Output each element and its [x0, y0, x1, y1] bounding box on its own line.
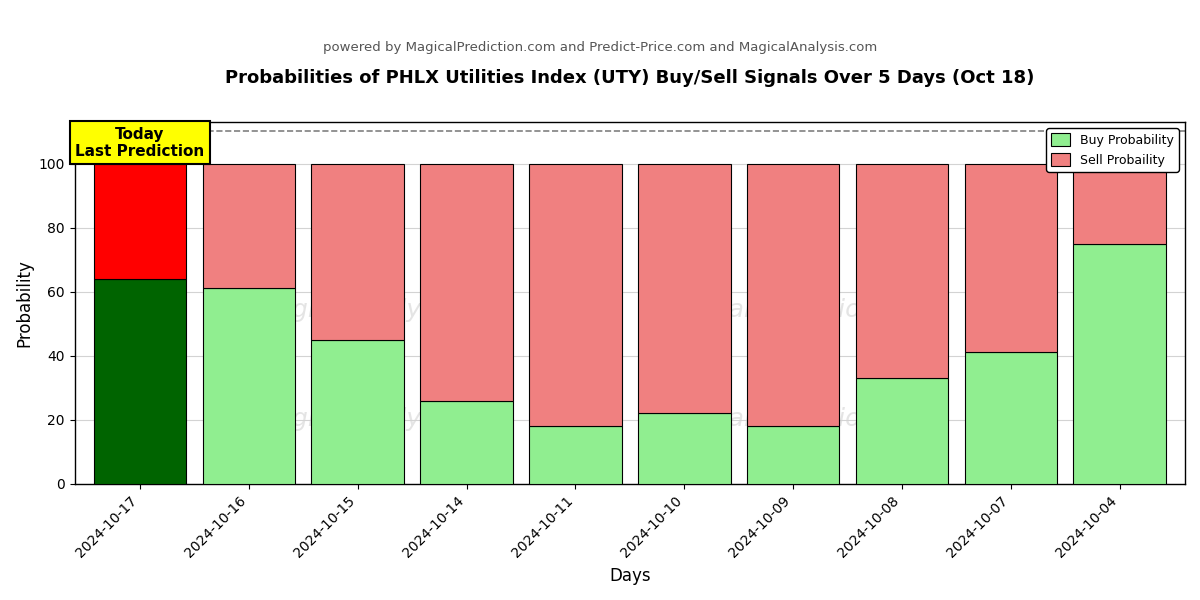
Bar [203, 164, 295, 289]
Bar [1074, 244, 1166, 484]
Bar [529, 426, 622, 484]
X-axis label: Days: Days [610, 567, 650, 585]
Text: MagicalAnalysis.com: MagicalAnalysis.com [256, 407, 516, 431]
Bar [638, 413, 731, 484]
Legend: Buy Probability, Sell Probaility: Buy Probability, Sell Probaility [1046, 128, 1178, 172]
Bar [94, 279, 186, 484]
Bar [1074, 164, 1166, 244]
Bar [856, 164, 948, 378]
Bar [529, 164, 622, 426]
Text: MagicalAnalysis.com: MagicalAnalysis.com [256, 298, 516, 322]
Bar [746, 164, 839, 426]
Bar [312, 164, 404, 340]
Bar [203, 289, 295, 484]
Bar [856, 378, 948, 484]
Y-axis label: Probability: Probability [16, 259, 34, 347]
Bar [965, 164, 1057, 352]
Bar [965, 352, 1057, 484]
Title: Probabilities of PHLX Utilities Index (UTY) Buy/Sell Signals Over 5 Days (Oct 18: Probabilities of PHLX Utilities Index (U… [226, 69, 1034, 87]
Text: Today
Last Prediction: Today Last Prediction [76, 127, 204, 159]
Text: MagicalPrediction.com: MagicalPrediction.com [655, 407, 937, 431]
Bar [312, 340, 404, 484]
Text: MagicalPrediction.com: MagicalPrediction.com [655, 298, 937, 322]
Bar [746, 426, 839, 484]
Bar [638, 164, 731, 413]
Bar [94, 164, 186, 279]
Bar [420, 164, 512, 401]
Bar [420, 401, 512, 484]
Text: powered by MagicalPrediction.com and Predict-Price.com and MagicalAnalysis.com: powered by MagicalPrediction.com and Pre… [323, 41, 877, 54]
